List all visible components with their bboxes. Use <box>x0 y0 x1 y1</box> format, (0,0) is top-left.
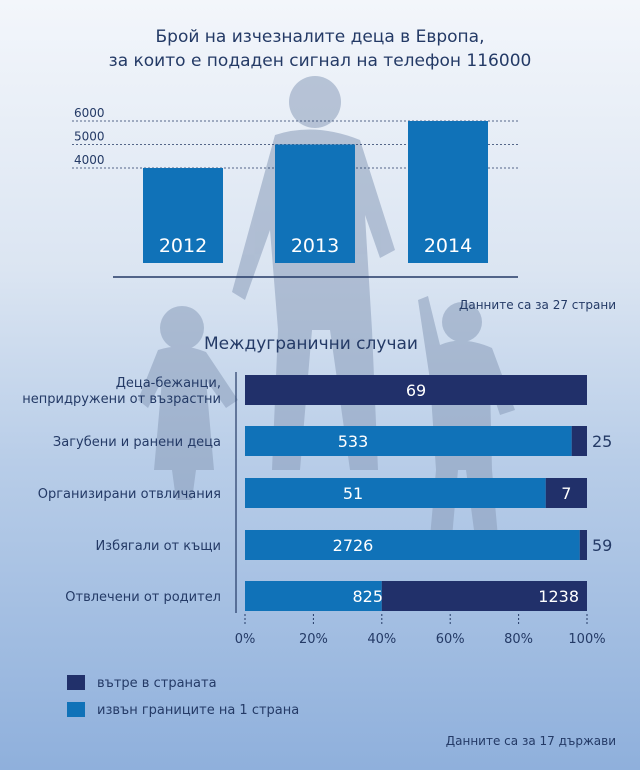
value-label: 69 <box>406 381 426 400</box>
y-tick-label: 4000 <box>74 153 105 167</box>
bar-segment-inside <box>579 530 587 560</box>
bar-segment-inside <box>571 426 587 456</box>
category-label: Организирани отвличания <box>38 487 221 502</box>
legend-swatch <box>67 702 85 717</box>
bar-segment-outside <box>245 426 572 456</box>
legend-swatch <box>67 675 85 690</box>
bar-2014 <box>408 121 488 263</box>
value-label: 2726 <box>333 536 374 555</box>
bar-segment-inside <box>381 581 587 611</box>
y-tick-label: 6000 <box>74 106 105 120</box>
value-label: 59 <box>592 536 612 555</box>
x-tick-label: 60% <box>436 632 465 647</box>
value-label: 825 <box>352 587 383 606</box>
x-tick-label: 0% <box>235 632 256 647</box>
value-label: 7 <box>561 484 571 503</box>
bar-2012 <box>143 168 223 263</box>
category-label: Избягали от къщи <box>95 539 221 554</box>
value-label: 1238 <box>538 587 579 606</box>
category-label: Загубени и ранени деца <box>53 435 221 450</box>
bar-2013 <box>275 144 355 263</box>
bar-segment-outside <box>245 478 546 508</box>
value-label: 533 <box>338 432 369 451</box>
source-note: Данните са за 17 държави <box>446 734 616 748</box>
legend-label: извън границите на 1 страна <box>97 703 299 718</box>
bar-label: 2013 <box>291 235 339 257</box>
chart-title: Междугранични случаи <box>204 334 418 354</box>
y-tick-label: 5000 <box>74 130 105 144</box>
value-label: 51 <box>343 484 363 503</box>
yearly-bar-chart: Брой на изчезналите деца в Европа, за кои… <box>72 27 616 312</box>
bar-segment-inside <box>245 375 587 405</box>
bar-segment-outside <box>245 581 382 611</box>
legend-label: вътре в страната <box>97 676 217 691</box>
category-label: Деца-бежанци, <box>116 376 221 391</box>
category-label: непридружени от възрастни <box>22 392 221 407</box>
source-note: Данните са за 27 страни <box>459 298 616 312</box>
bar-label: 2014 <box>424 235 472 257</box>
chart-title-line: за които е подаден сигнал на телефон 116… <box>109 51 532 71</box>
bar-segment-outside <box>245 530 580 560</box>
x-tick-label: 40% <box>367 632 396 647</box>
value-label: 25 <box>592 432 612 451</box>
category-label: Отвлечени от родител <box>65 590 221 605</box>
cross-border-stacked-chart: Междугранични случаи Деца-бежанци,непридр… <box>22 334 616 748</box>
x-tick-label: 80% <box>504 632 533 647</box>
bar-segment-inside <box>545 478 587 508</box>
x-tick-label: 100% <box>568 632 605 647</box>
chart-title-line: Брой на изчезналите деца в Европа, <box>155 27 484 47</box>
bar-label: 2012 <box>159 235 207 257</box>
x-tick-label: 20% <box>299 632 328 647</box>
